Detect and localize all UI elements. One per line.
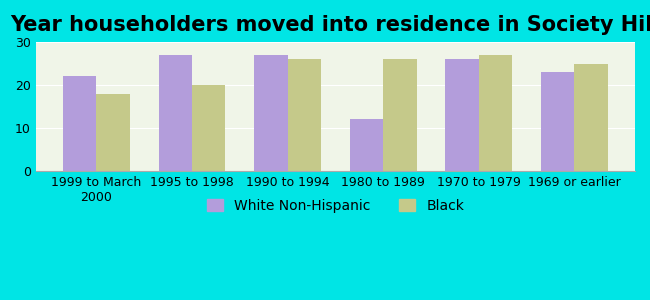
Bar [96, 94, 130, 171]
Legend: White Non-Hispanic, Black: White Non-Hispanic, Black [201, 193, 470, 218]
Bar [254, 55, 287, 171]
Bar [383, 59, 417, 171]
Bar [63, 76, 96, 171]
Bar [445, 59, 479, 171]
Bar [479, 55, 512, 171]
Title: Year householders moved into residence in Society Hill: Year householders moved into residence i… [10, 15, 650, 35]
Bar [350, 119, 383, 171]
Bar [575, 64, 608, 171]
Bar [192, 85, 226, 171]
Bar [287, 59, 321, 171]
Bar [159, 55, 192, 171]
Bar [541, 72, 575, 171]
